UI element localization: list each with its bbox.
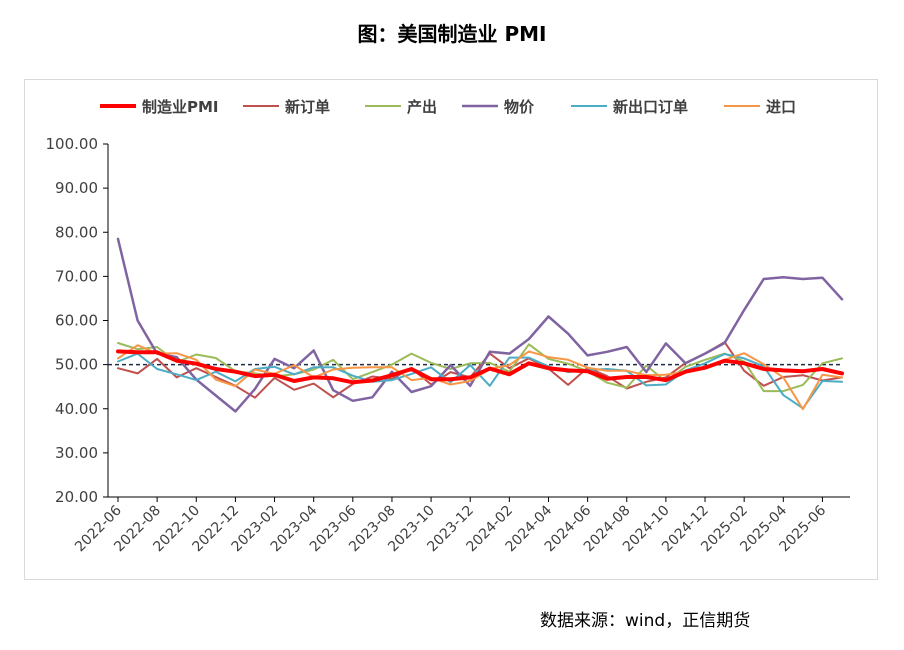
- series-lines: [116, 237, 844, 413]
- y-tick-label: 20.00: [55, 488, 98, 506]
- y-tick-label: 80.00: [55, 223, 98, 241]
- legend-label: 制造业PMI: [142, 98, 219, 116]
- y-tick-label: 30.00: [55, 444, 98, 462]
- y-axis: 20.00 30.00 40.00 50.00 60.00 70.00 80.00 90.00…: [46, 135, 109, 506]
- series-line-物价: [116, 237, 844, 413]
- chart-title: 图：美国制造业 PMI: [357, 22, 547, 46]
- legend-label: 新出口订单: [613, 98, 688, 116]
- legend-label: 新订单: [285, 98, 330, 116]
- y-tick-label: 50.00: [55, 356, 98, 374]
- y-tick-label: 90.00: [55, 179, 98, 197]
- y-tick-label: 40.00: [55, 400, 98, 418]
- y-tick-label: 100.00: [46, 135, 99, 153]
- chart-frame: [24, 79, 878, 580]
- data-source-note: 数据来源：wind，正信期货: [540, 611, 751, 631]
- legend-label: 物价: [504, 98, 535, 116]
- legend-label: 进口: [766, 98, 796, 116]
- legend: 制造业PMI 新订单 产出 物价 新出口订单 进口: [100, 98, 796, 116]
- y-tick-label: 70.00: [55, 267, 98, 285]
- series-line-制造业PMI: [116, 349, 844, 385]
- x-axis: 2022-062022-082022-102022-122023-022023-…: [72, 496, 850, 555]
- legend-label: 产出: [407, 98, 437, 116]
- y-tick-label: 60.00: [55, 312, 98, 330]
